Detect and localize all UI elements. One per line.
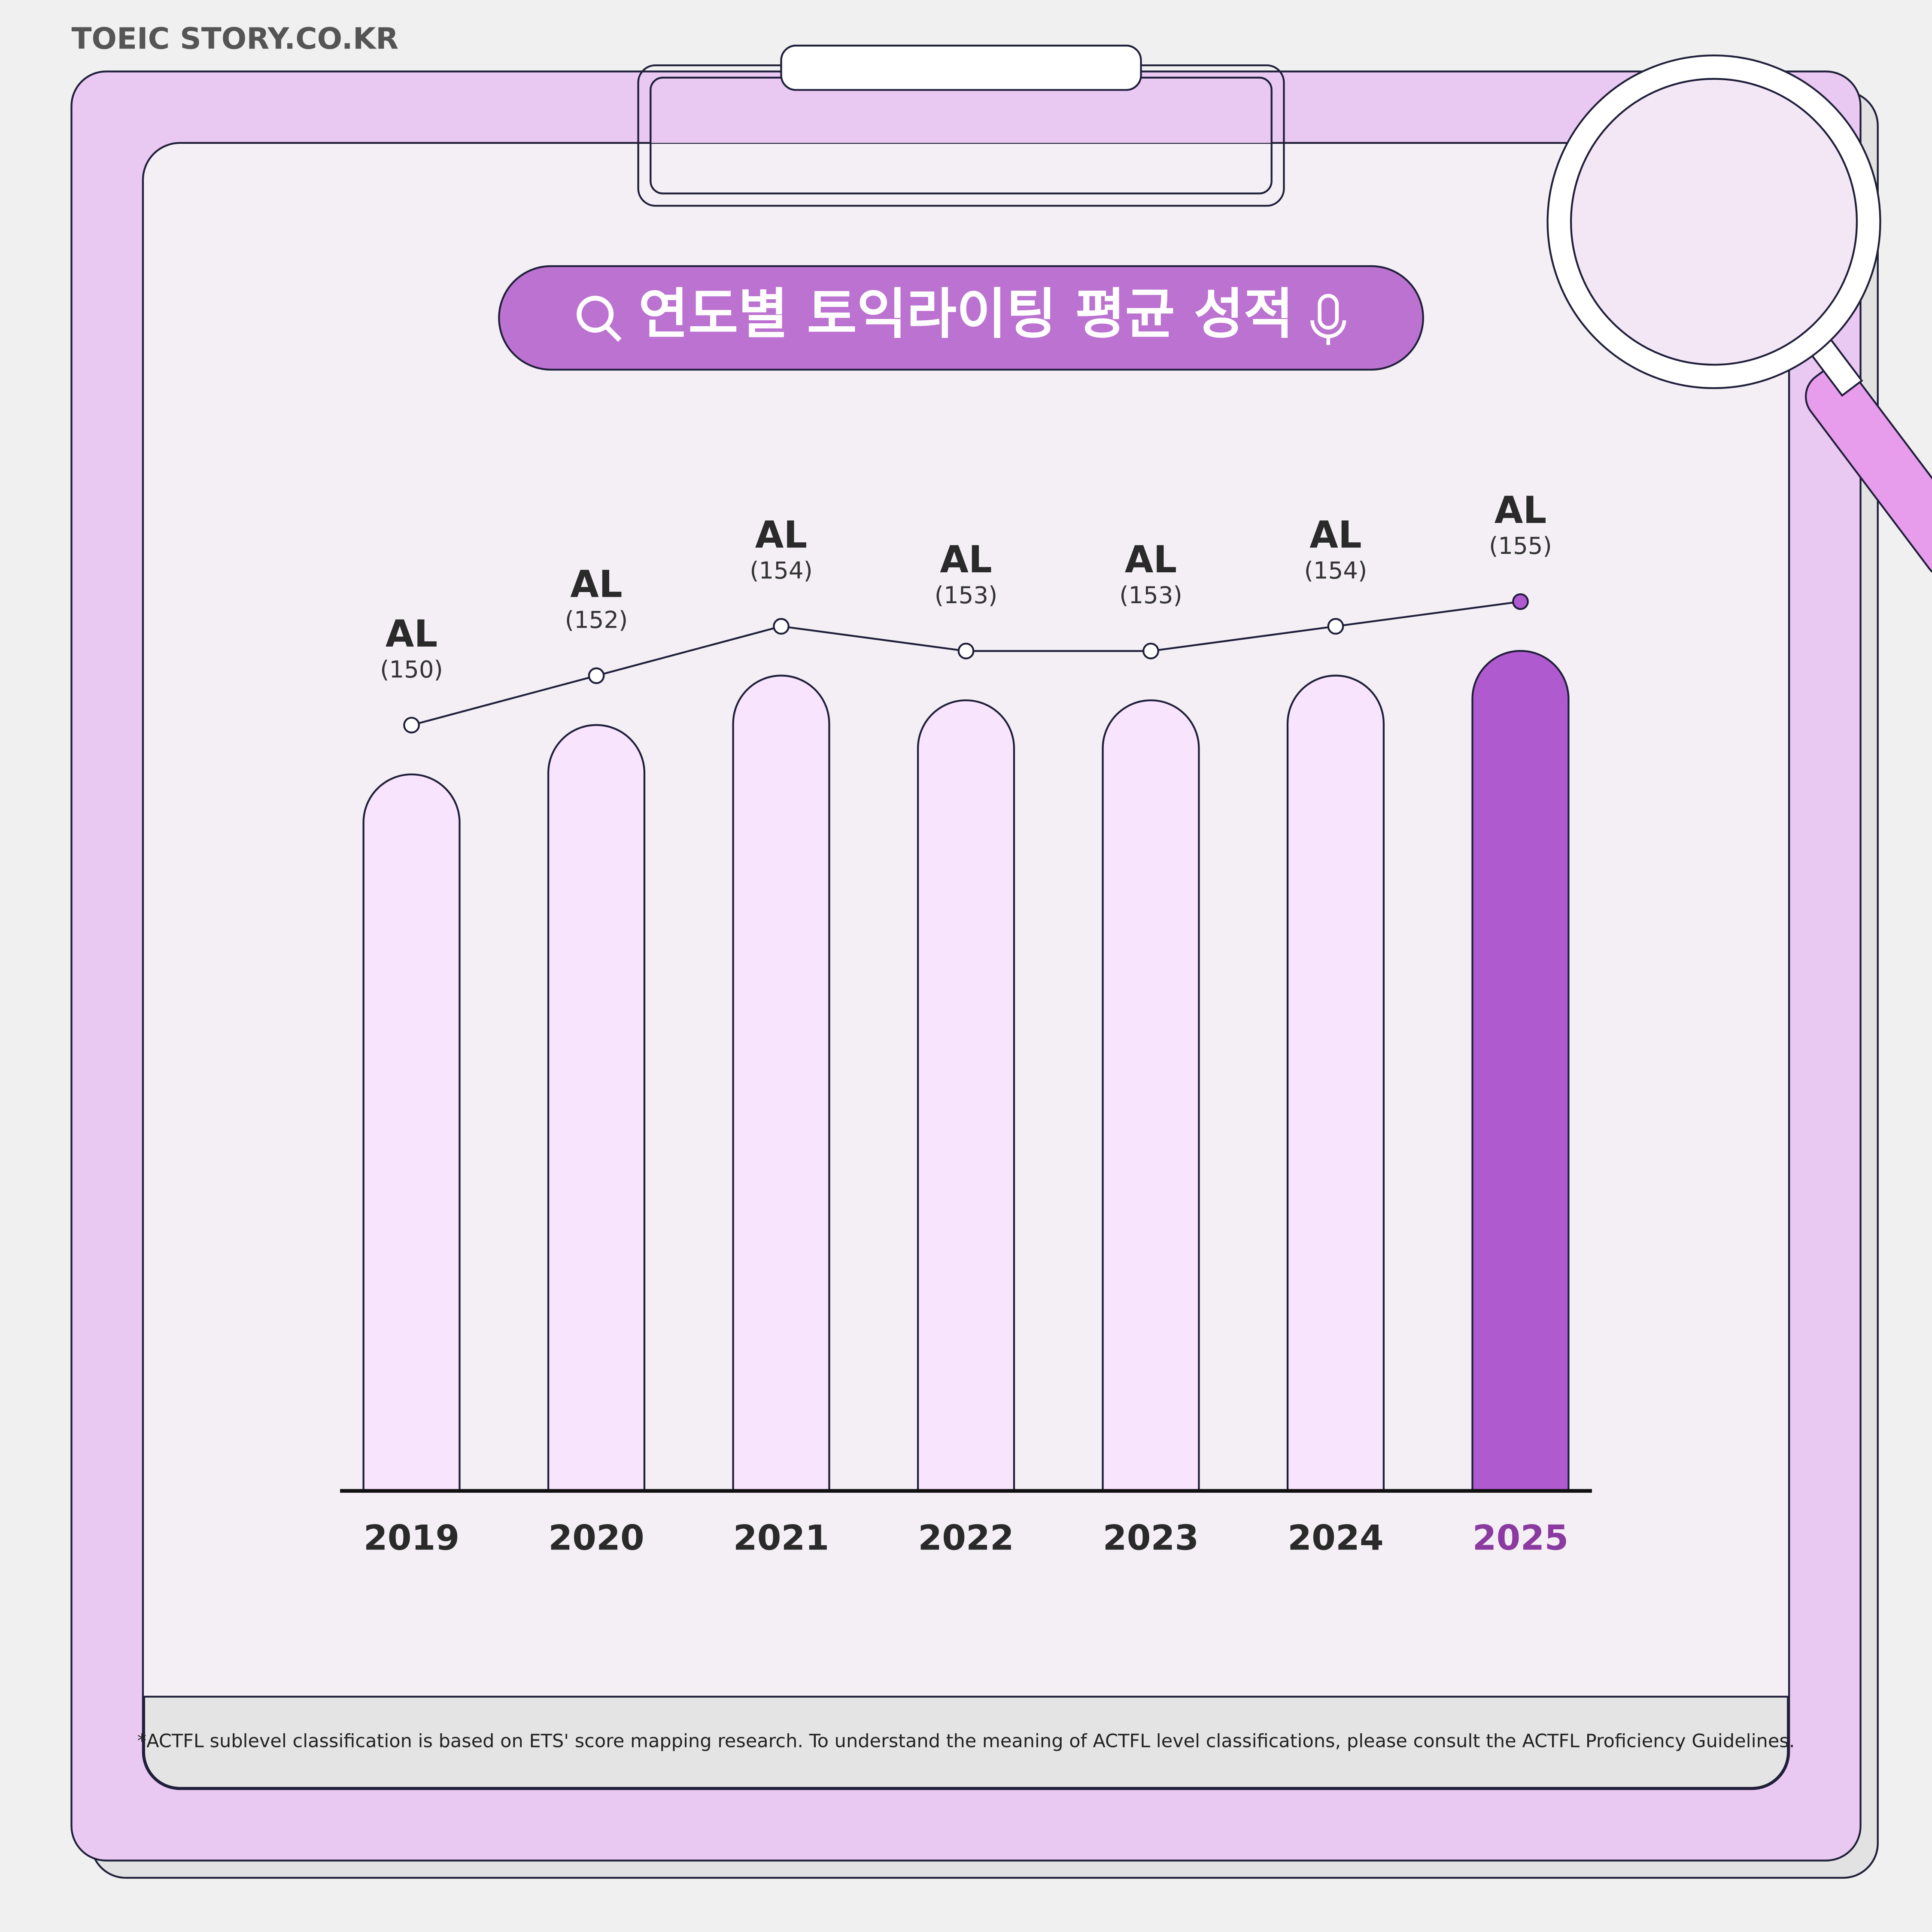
level-label: AL xyxy=(940,538,992,581)
clip-tab xyxy=(780,45,1142,91)
bar xyxy=(362,773,461,1492)
footnote: *ACTFL sublevel classification is based … xyxy=(137,1731,1795,1752)
mic-icon xyxy=(1310,294,1346,345)
x-tick-label: 2022 xyxy=(918,1517,1014,1558)
trend-point xyxy=(773,618,790,635)
bar xyxy=(1471,650,1570,1492)
x-tick-label: 2021 xyxy=(733,1517,829,1558)
value-label: (153) xyxy=(1119,581,1182,609)
trend-point xyxy=(403,717,420,734)
trend-point xyxy=(1142,642,1159,659)
level-label: AL xyxy=(1309,514,1361,557)
trend-point xyxy=(957,642,975,659)
title-pill xyxy=(498,265,1424,371)
level-label: AL xyxy=(570,563,622,606)
bar xyxy=(1286,674,1385,1492)
value-label: (153) xyxy=(935,581,998,609)
x-tick-label: 2019 xyxy=(364,1517,460,1558)
level-label: AL xyxy=(1125,538,1177,581)
value-label: (155) xyxy=(1489,532,1552,559)
trend-point xyxy=(1327,618,1344,635)
chart-title: 연도별 토익라이팅 평균 성적 xyxy=(638,283,1294,346)
x-tick-label: 2023 xyxy=(1103,1517,1199,1558)
plot: 2019 2020 2021 2022 2023 2024 2025AL(150)AL(15… xyxy=(340,489,1592,1558)
footnote-box xyxy=(143,1695,1789,1789)
x-tick-label: 2024 xyxy=(1288,1517,1384,1558)
value-label: (150) xyxy=(380,656,443,683)
value-label: (152) xyxy=(565,606,628,634)
value-label: (154) xyxy=(1304,557,1367,584)
clip-fill xyxy=(650,77,1272,143)
bar xyxy=(917,699,1015,1492)
magnifier xyxy=(1546,54,1932,580)
trend-point xyxy=(588,667,605,684)
level-label: AL xyxy=(755,514,807,557)
x-tick-label: 2020 xyxy=(548,1517,644,1558)
bar xyxy=(1102,699,1200,1492)
bar xyxy=(732,674,830,1492)
value-label: (154) xyxy=(750,557,813,584)
x-tick-label: 2025 xyxy=(1473,1517,1569,1558)
bar xyxy=(547,724,646,1492)
trend-point xyxy=(1512,593,1529,610)
search-icon xyxy=(577,295,622,342)
level-label: AL xyxy=(1495,489,1546,532)
brand: TOEIC STORY.CO.KR xyxy=(71,22,398,56)
level-label: AL xyxy=(386,613,437,656)
